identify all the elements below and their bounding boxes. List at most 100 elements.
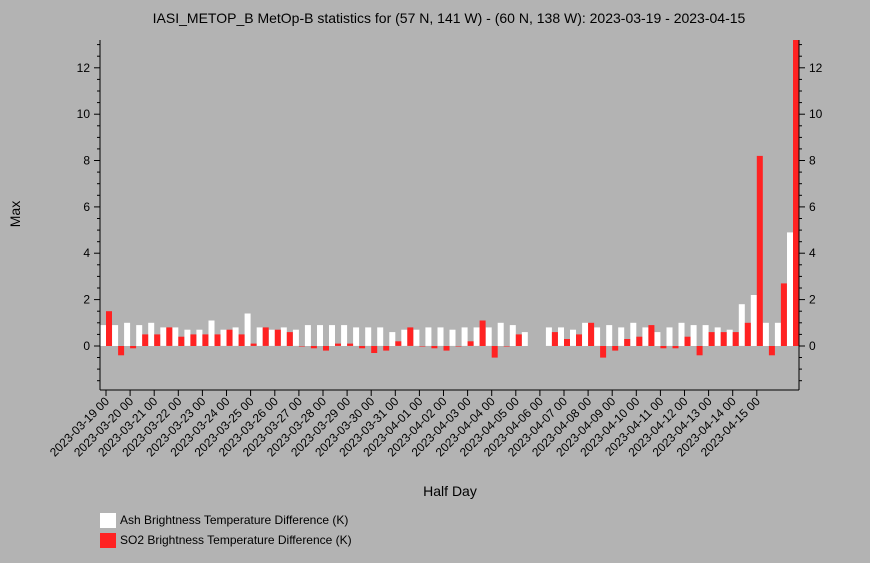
ash-bar <box>317 325 323 346</box>
so2-bar <box>323 346 329 351</box>
so2-bar <box>648 325 655 346</box>
ash-bar <box>630 322 637 346</box>
ash-bar <box>184 329 191 346</box>
so2-bar <box>166 327 173 346</box>
so2-bar <box>588 322 595 346</box>
so2-bar <box>672 346 679 349</box>
ash-bar <box>136 325 143 346</box>
ash-bar <box>100 325 106 346</box>
so2-bar <box>732 332 739 346</box>
ash-bar <box>461 327 468 346</box>
ash-bar <box>437 327 444 346</box>
so2-bar <box>118 346 125 356</box>
so2-bar <box>696 346 703 356</box>
so2-bar <box>250 343 257 346</box>
so2-bar <box>744 322 751 346</box>
ash-bar <box>509 325 516 346</box>
so2-bar <box>407 327 414 346</box>
legend-label-ash: Ash Brightness Temperature Difference (K… <box>120 513 348 527</box>
ash-bar <box>232 327 239 346</box>
ash-bar <box>750 295 757 346</box>
ash-bar <box>654 332 661 346</box>
so2-bar <box>286 332 293 346</box>
y-tick-label-right: 6 <box>809 200 816 214</box>
so2-bar <box>130 346 137 349</box>
ash-bar <box>738 304 745 346</box>
y-tick-label-left: 8 <box>83 154 90 168</box>
ash-bar <box>666 327 673 346</box>
so2-bar <box>274 329 281 346</box>
ash-bar <box>196 329 203 346</box>
so2-bar <box>551 332 558 346</box>
ash-bar <box>774 322 781 346</box>
ash-bar <box>148 322 155 346</box>
so2-bar <box>214 334 221 346</box>
ash-bar <box>618 327 625 346</box>
so2-bar <box>455 346 462 347</box>
ash-bar <box>112 325 119 346</box>
y-tick-label-right: 12 <box>809 61 823 75</box>
ash-bar <box>208 320 215 346</box>
ash-bar <box>268 329 275 346</box>
ash-bar <box>292 329 299 346</box>
so2-bar <box>720 332 727 346</box>
y-tick-label-left: 6 <box>83 200 90 214</box>
legend-label-so2: SO2 Brightness Temperature Difference (K… <box>120 533 352 547</box>
so2-bar <box>298 346 305 347</box>
ash-bar <box>449 329 456 346</box>
ash-bar <box>690 325 697 346</box>
ash-bar <box>172 327 179 346</box>
so2-bar <box>491 346 498 358</box>
y-tick-label-right: 0 <box>809 339 816 353</box>
so2-bar <box>756 155 763 346</box>
ash-bar <box>570 329 576 346</box>
y-tick-label-right: 4 <box>809 246 816 260</box>
so2-bar <box>515 334 522 346</box>
so2-bar <box>419 346 426 347</box>
so2-bar <box>383 346 390 351</box>
y-tick-label-right: 8 <box>809 154 816 168</box>
y-tick-label-left: 2 <box>83 293 90 307</box>
ash-bar <box>726 329 733 346</box>
so2-bar <box>202 334 209 346</box>
so2-bar <box>564 339 570 346</box>
y-tick-label-left: 12 <box>77 61 91 75</box>
y-tick-label-left: 10 <box>77 107 91 121</box>
ash-bar <box>425 327 432 346</box>
ash-bar <box>353 327 360 346</box>
so2-bar <box>503 346 510 347</box>
so2-bar <box>624 339 631 346</box>
so2-bar <box>479 320 486 346</box>
legend-swatch-so2 <box>100 533 116 548</box>
ash-bar <box>389 332 396 346</box>
ash-bar <box>582 322 589 346</box>
y-tick-label-left: 4 <box>83 246 90 260</box>
ash-bar <box>762 322 769 346</box>
so2-bar <box>226 329 233 346</box>
so2-bar <box>793 40 799 346</box>
so2-bar <box>467 341 474 346</box>
so2-bar <box>238 334 245 346</box>
ash-bar <box>473 327 480 346</box>
ash-bar <box>244 313 251 346</box>
ash-bar <box>304 325 311 346</box>
so2-bar <box>660 346 667 349</box>
so2-bar <box>178 336 185 346</box>
so2-bar <box>395 341 402 346</box>
so2-bar <box>371 346 378 353</box>
ash-bar <box>256 327 263 346</box>
so2-bar <box>347 343 354 346</box>
so2-bar <box>359 346 366 349</box>
ash-bar <box>545 327 552 346</box>
so2-bar <box>262 327 269 346</box>
so2-bar <box>310 346 317 349</box>
so2-bar <box>142 334 149 346</box>
ash-bar <box>594 327 601 346</box>
ash-bar <box>702 325 709 346</box>
ash-bar <box>124 322 131 346</box>
so2-bar <box>684 336 691 346</box>
ash-bar <box>329 325 335 346</box>
ash-bar <box>365 327 372 346</box>
so2-bar <box>335 343 341 346</box>
